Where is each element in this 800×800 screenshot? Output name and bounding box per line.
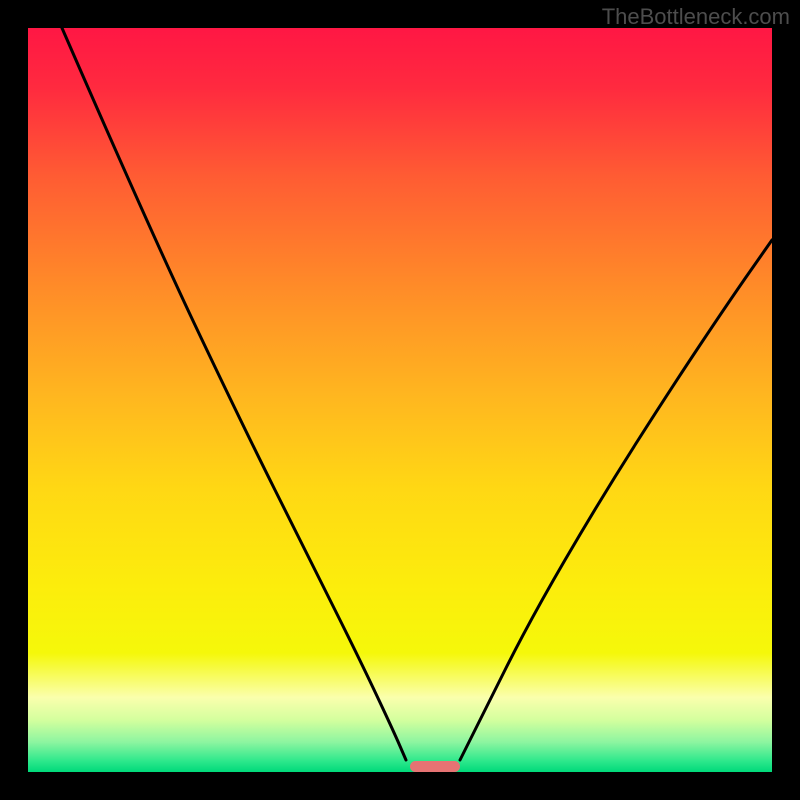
chart-container: TheBottleneck.com (0, 0, 800, 800)
optimal-point-marker (410, 761, 460, 772)
plot-area (28, 28, 772, 772)
watermark-text: TheBottleneck.com (602, 4, 790, 30)
bottleneck-chart (0, 0, 800, 800)
